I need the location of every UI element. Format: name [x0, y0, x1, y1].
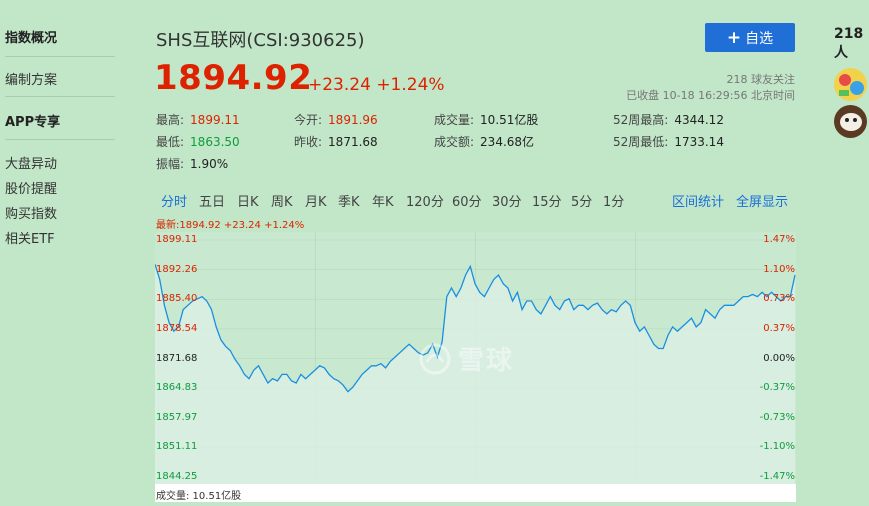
fullscreen-link[interactable]: 全屏显示 [736, 195, 789, 210]
latest-value: 最新:1894.92 +23.24 +1.24% [156, 220, 305, 231]
quote-52w-low-label: 52周最低: [613, 135, 669, 149]
divider [5, 139, 115, 140]
tab-weekly-k[interactable]: 周K [271, 195, 293, 210]
sidebar-section-app: APP专享 [5, 115, 61, 130]
y-axis-percent-label: 0.73% [763, 293, 795, 305]
tab-15min[interactable]: 15分 [532, 195, 562, 210]
tab-monthly-k[interactable]: 月K [305, 195, 327, 210]
avatar-image [834, 105, 867, 138]
price-change: +23.24 +1.24% [308, 75, 445, 95]
quote-52w-high-label: 52周最高: [613, 113, 669, 127]
sidebar-item-buy-index[interactable]: 购买指数 [5, 207, 58, 222]
y-axis-price-label: 1892.26 [156, 263, 198, 275]
sidebar-item-price-reminder[interactable]: 股价提醒 [5, 182, 58, 197]
quote-52w-high-value: 4344.12 [674, 113, 724, 127]
tab-120min[interactable]: 120分 [406, 195, 444, 210]
tab-1min[interactable]: 1分 [603, 195, 625, 210]
tab-yearly-k[interactable]: 年K [372, 195, 394, 210]
quote-open-label: 今开: [294, 113, 323, 127]
add-to-watchlist-button[interactable]: + 自选 [705, 23, 795, 52]
volume-readout: 成交量: 10.51亿股 [156, 491, 242, 502]
y-axis-percent-label: -0.73% [759, 411, 795, 423]
tab-daily-k[interactable]: 日K [237, 195, 259, 210]
index-title: SHS互联网(CSI:930625) [156, 30, 365, 51]
quote-open-value: 1891.96 [328, 113, 378, 127]
quote-high-label: 最高: [156, 113, 185, 127]
y-axis-percent-label: 1.10% [763, 263, 795, 275]
quote-52w-low: 52周最低: 1733.14 [613, 133, 724, 150]
quote-low-value: 1863.50 [190, 135, 240, 149]
avatar-image [834, 68, 867, 101]
y-axis-price-label: 1857.97 [156, 411, 198, 423]
tab-intraday[interactable]: 分时 [161, 195, 188, 210]
divider [5, 96, 115, 97]
volume-strip [155, 484, 796, 502]
tab-five-day[interactable]: 五日 [199, 195, 226, 210]
tab-30min[interactable]: 30分 [492, 195, 522, 210]
sidebar-item-alerts[interactable]: 大盘异动 [5, 157, 58, 172]
quote-low-label: 最低: [156, 135, 185, 149]
quote-prev-close: 昨收: 1871.68 [294, 133, 378, 150]
quote-high: 最高: 1899.11 [156, 111, 240, 128]
latest-readout: 最新:1894.92 +23.24 +1.24% [156, 216, 304, 231]
quote-prev-close-value: 1871.68 [328, 135, 378, 149]
tab-5min[interactable]: 5分 [571, 195, 593, 210]
right-followers-count: 218 人 [834, 26, 864, 61]
quote-amplitude-label: 振幅: [156, 157, 185, 171]
y-axis-percent-label: 0.00% [763, 352, 795, 364]
quote-low: 最低: 1863.50 [156, 133, 240, 150]
y-axis-price-label: 1871.68 [156, 352, 198, 364]
followers-count: 218 球友关注 [726, 73, 796, 86]
quote-52w-low-value: 1733.14 [674, 135, 724, 149]
y-axis-percent-label: 0.37% [763, 322, 795, 334]
avatar[interactable] [834, 68, 867, 101]
current-price: 1894.92 [154, 58, 313, 98]
snowball-logo-icon [419, 343, 451, 374]
sidebar-item-related-etf[interactable]: 相关ETF [5, 232, 55, 247]
divider [5, 56, 115, 57]
sidebar-section-overview[interactable]: 指数概况 [5, 31, 58, 46]
y-axis-percent-label: 1.47% [763, 234, 795, 245]
watermark-text: 雪球 [458, 346, 515, 376]
quote-open: 今开: 1891.96 [294, 111, 378, 128]
quote-volume: 成交量: 10.51亿股 [434, 111, 538, 128]
quote-volume-label: 成交量: [434, 113, 475, 127]
y-axis-price-label: 1844.25 [156, 471, 198, 482]
y-axis-price-label: 1878.54 [156, 322, 198, 334]
y-axis-percent-label: -1.47% [759, 471, 795, 482]
plus-icon: + [726, 27, 742, 48]
intraday-chart[interactable] [155, 232, 796, 484]
y-axis-price-label: 1851.11 [156, 441, 198, 453]
tab-60min[interactable]: 60分 [452, 195, 482, 210]
quote-volume-value: 10.51亿股 [480, 113, 539, 127]
interval-stats-link[interactable]: 区间统计 [672, 195, 725, 210]
market-status: 已收盘 10-18 16:29:56 北京时间 [626, 89, 795, 102]
quote-amount: 成交额: 234.68亿 [434, 133, 534, 150]
y-axis-price-label: 1899.11 [156, 234, 198, 245]
quote-52w-high: 52周最高: 4344.12 [613, 111, 724, 128]
quote-amplitude-value: 1.90% [190, 157, 229, 171]
quote-amount-label: 成交额: [434, 135, 475, 149]
price-line [155, 264, 796, 393]
quote-amount-value: 234.68亿 [480, 135, 535, 149]
watermark: 雪球 [418, 340, 514, 377]
sidebar-item-scheme[interactable]: 编制方案 [5, 73, 58, 88]
quote-high-value: 1899.11 [190, 113, 240, 127]
y-axis-percent-label: -0.37% [759, 382, 795, 394]
quote-amplitude: 振幅: 1.90% [156, 155, 228, 172]
y-axis-percent-label: -1.10% [759, 441, 795, 453]
avatar[interactable] [834, 105, 867, 138]
y-axis-price-label: 1885.40 [156, 293, 198, 305]
price-area [155, 264, 795, 484]
watchlist-label: 自选 [745, 30, 774, 47]
quote-prev-close-label: 昨收: [294, 135, 323, 149]
tab-quarterly-k[interactable]: 季K [338, 195, 360, 210]
y-axis-price-label: 1864.83 [156, 382, 198, 394]
